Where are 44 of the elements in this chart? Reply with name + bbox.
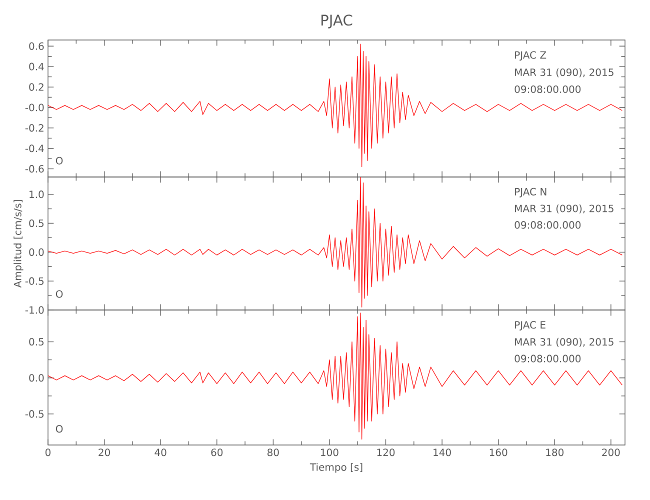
annotation: MAR 31 (090), 2015: [515, 338, 614, 347]
annotation: MAR 31 (090), 2015: [515, 204, 614, 214]
y-axis-title: Amplitud [cm/s/s]: [14, 200, 24, 288]
y-tick-label: -1.0: [25, 306, 44, 314]
x-tick-label: 120: [377, 448, 395, 456]
annotation: 09:08:00.000: [514, 221, 581, 229]
line-series: [48, 312, 622, 440]
x-tick-label: 80: [267, 448, 279, 456]
x-tick-label: 40: [154, 448, 166, 456]
x-tick-label: 0: [45, 448, 51, 456]
y-tick-label: -0.5: [25, 277, 44, 285]
line-series: [48, 176, 622, 308]
chart-title: PJAC: [321, 14, 352, 28]
y-tick-label: 0.0: [29, 248, 44, 256]
annotation: O: [56, 290, 63, 298]
annotation: PJAC E: [515, 321, 546, 330]
y-tick-label: 0.6: [29, 42, 44, 50]
y-tick-label: 0.0: [29, 374, 44, 382]
x-tick-label: 60: [211, 448, 223, 456]
x-axis-title: Tiempo [s]: [310, 463, 362, 473]
y-tick-label: -0.6: [25, 165, 44, 173]
annotation: PJAC Z: [515, 51, 546, 61]
annotation: 09:08:00.000: [514, 354, 581, 362]
x-tick-label: 140: [434, 448, 451, 456]
y-tick-label: -0.2: [25, 124, 44, 132]
x-tick-label: 160: [490, 448, 508, 456]
y-tick-label: -0.0: [25, 104, 44, 112]
y-tick-label: 0.5: [29, 219, 44, 228]
y-tick-label: -0.5: [25, 410, 44, 418]
y-tick-label: 1.0: [30, 190, 44, 198]
x-tick-label: 20: [98, 448, 110, 456]
annotation: 09:08:00.000: [514, 85, 581, 94]
annotation: O: [56, 425, 63, 433]
y-tick-label: 0.5: [29, 338, 44, 346]
y-tick-label: 0.4: [29, 62, 44, 70]
annotation: O: [56, 156, 63, 164]
line-series: [48, 44, 622, 168]
annotation: MAR 31 (090), 2015: [515, 68, 614, 78]
x-tick-label: 100: [321, 448, 338, 456]
annotation: PJAC N: [515, 188, 546, 198]
y-tick-label: 0.2: [29, 83, 44, 91]
x-tick-label: 200: [602, 448, 620, 456]
x-tick-label: 180: [546, 448, 564, 456]
y-tick-label: -0.4: [25, 144, 44, 152]
